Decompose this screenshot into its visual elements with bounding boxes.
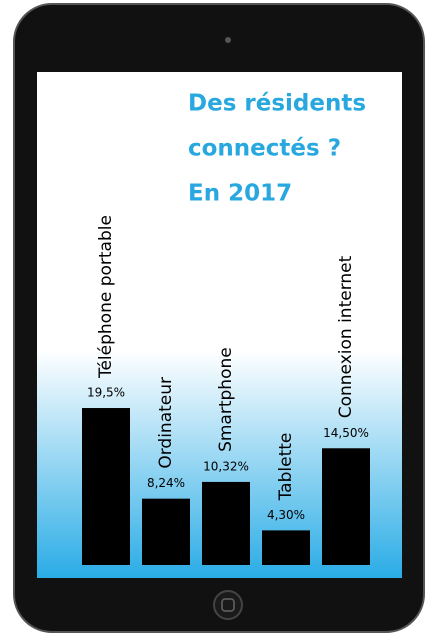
- chart-title: En 2017: [188, 181, 292, 207]
- category-label: Connexion internet: [336, 255, 356, 418]
- value-label: 14,50%: [323, 426, 369, 440]
- bar: [142, 498, 190, 565]
- camera: [225, 37, 231, 43]
- home-icon: [221, 598, 235, 612]
- chart-title: connectés ?: [188, 136, 341, 162]
- value-label: 8,24%: [147, 476, 185, 490]
- category-label: Tablette: [276, 433, 296, 502]
- value-label: 10,32%: [203, 459, 249, 473]
- plot-area: Des résidents connectés ? En 2017 19,5% Télé…: [82, 91, 370, 565]
- bar: [262, 530, 310, 565]
- category-label: Téléphone portable: [96, 215, 116, 379]
- chart-title: Des résidents: [188, 91, 366, 117]
- bar: [322, 448, 370, 565]
- home-button[interactable]: [213, 590, 243, 620]
- value-label: 4,30%: [267, 508, 305, 522]
- bar: [82, 408, 130, 565]
- value-label: 19,5%: [87, 386, 125, 400]
- bar: [202, 481, 250, 565]
- category-label: Ordinateur: [156, 377, 176, 469]
- category-label: Smartphone: [216, 347, 236, 452]
